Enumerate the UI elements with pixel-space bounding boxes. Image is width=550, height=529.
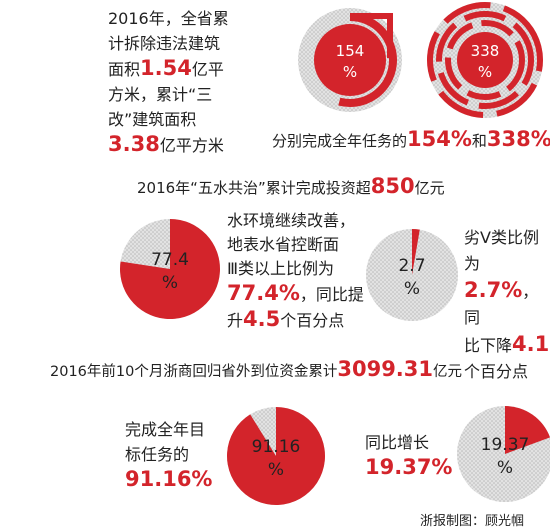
text-fragment: 亿平 xyxy=(191,60,224,79)
pie-extra-ring xyxy=(436,11,534,109)
text-line: 比下降4.1 xyxy=(464,331,550,359)
text-line: 77.4%，同比提 xyxy=(227,281,364,307)
text-line: 地表水省控断面 xyxy=(227,235,340,254)
section-title-investment: 2016年前10个月浙商回归省外到位资金累计3099.31亿元 xyxy=(50,359,462,382)
pie-chart-154: 154% xyxy=(298,8,402,112)
pie-value-label: 19.37 xyxy=(481,435,530,455)
pie-value-slice xyxy=(457,32,513,88)
pie-chart-19-37: 19.37% xyxy=(457,406,550,502)
text-line: 完成全年目 xyxy=(125,420,206,439)
text-line: 19.37% xyxy=(365,455,452,481)
value-completion-1: 154% xyxy=(407,127,472,151)
text-line: 为 2.7%，同 xyxy=(464,251,550,331)
text-block-growth: 同比增长 19.37% xyxy=(365,430,452,481)
text-line: 2016年，全省累 xyxy=(108,9,229,28)
pie-value-label: 91.16 xyxy=(252,437,301,457)
pie-chart-2-7: 2.7% xyxy=(366,229,458,321)
text-fragment: 为 xyxy=(464,254,481,273)
text-line: 改”建筑面积 xyxy=(108,110,197,129)
text-fragment: 和 xyxy=(471,132,487,150)
text-line: 面积1.54亿平 xyxy=(108,56,229,82)
pie-extra-ring xyxy=(427,2,543,118)
text-fragment: 个百分点 xyxy=(280,311,345,330)
text-block-demolition: 2016年，全省累 计拆除违法建筑 面积1.54亿平 方米，累计“三 改”建筑面… xyxy=(108,6,229,158)
pie-value-slice xyxy=(314,24,386,96)
value-increase-4-5: 4.5 xyxy=(243,307,281,331)
pie-chart-91-16: 91.16% xyxy=(227,407,326,505)
text-line: 91.16% xyxy=(125,467,212,493)
value-investment: 850 xyxy=(370,174,415,198)
text-fragment: ，同比提 xyxy=(299,285,364,304)
text-line: 劣Ⅴ类比例 xyxy=(464,228,539,247)
text-fragment: 亿元 xyxy=(433,364,463,380)
pie-percent-label: % xyxy=(404,279,420,299)
pie-percent-label: % xyxy=(268,460,284,480)
text-fragment: 面积 xyxy=(108,60,141,79)
pie-extra-ring xyxy=(445,20,525,100)
pie-value-slice xyxy=(227,407,326,505)
pie-value-label: 154 xyxy=(336,42,365,60)
pie-extra-ring xyxy=(338,13,397,107)
value-completion-2: 338% xyxy=(486,127,550,151)
text-fragment: 亿元 xyxy=(414,179,445,197)
pie-chart-77-4: 77.4% xyxy=(120,219,221,319)
value-ratio-2-7: 2.7% xyxy=(464,278,523,302)
caption-completion: 分别完成全年任务的154%和338% xyxy=(272,129,550,151)
text-line: 标任务的 xyxy=(125,445,190,464)
value-demolition-area: 1.54 xyxy=(140,56,192,80)
pie-chart-338: 338% xyxy=(427,2,543,118)
value-renovation-area: 3.38 xyxy=(108,132,160,156)
text-line: Ⅲ类以上比例为 xyxy=(227,259,335,278)
pie-extra-bracket xyxy=(350,13,393,19)
text-block-target: 完成全年目 标任务的 91.16% xyxy=(125,417,212,493)
value-decrease-4-1: 4.1 xyxy=(512,332,550,356)
text-fragment: 升 xyxy=(227,311,244,330)
text-fragment: 2016年“五水共治”累计完成投资超 xyxy=(137,179,371,197)
credit-line: 浙报制图：顾光帼 xyxy=(420,514,525,529)
pie-value-label: 77.4 xyxy=(151,250,189,270)
section-title-water: 2016年“五水共治”累计完成投资超850亿元 xyxy=(137,176,445,198)
text-line: 水环境继续改善， xyxy=(227,211,356,230)
text-fragment: 比下降 xyxy=(464,336,513,355)
pie-value-slice xyxy=(505,406,550,454)
text-line: 3.38亿平方米 xyxy=(108,132,229,158)
text-line: 方米，累计“三 xyxy=(108,85,213,104)
text-line: 升4.5个百分点 xyxy=(227,307,364,333)
pie-value-slice xyxy=(412,229,420,275)
text-fragment: 2016年前10个月浙商回归省外到位资金累计 xyxy=(50,364,338,380)
pie-percent-label: % xyxy=(162,273,178,293)
pie-value-label: 338 xyxy=(471,42,500,60)
pie-percent-label: % xyxy=(478,63,492,81)
text-fragment: 分别完成全年任务的 xyxy=(272,132,408,150)
pie-value-label: 2.7 xyxy=(398,256,425,276)
pie-percent-label: % xyxy=(343,63,357,81)
text-fragment: ，同 xyxy=(464,282,539,327)
text-block-inferior-water: 劣Ⅴ类比例 为 2.7%，同 比下降4.1 个百分点 xyxy=(464,225,550,385)
text-fragment: 亿平方米 xyxy=(159,136,224,155)
text-line: 同比增长 xyxy=(365,433,430,452)
value-ratio-77-4: 77.4% xyxy=(227,281,300,305)
value-funds: 3099.31 xyxy=(337,357,434,381)
value-target-91-16: 91.16% xyxy=(125,467,213,491)
pie-value-slice xyxy=(120,219,221,319)
text-line: 计拆除违法建筑 xyxy=(108,34,221,53)
text-block-water-quality: 水环境继续改善， 地表水省控断面 Ⅲ类以上比例为 77.4%，同比提 升4.5个… xyxy=(227,209,364,333)
pie-percent-label: % xyxy=(497,458,513,478)
value-growth-19-37: 19.37% xyxy=(365,455,453,479)
text-line: 个百分点 xyxy=(464,362,529,381)
pie-extra-bracket xyxy=(387,13,393,58)
